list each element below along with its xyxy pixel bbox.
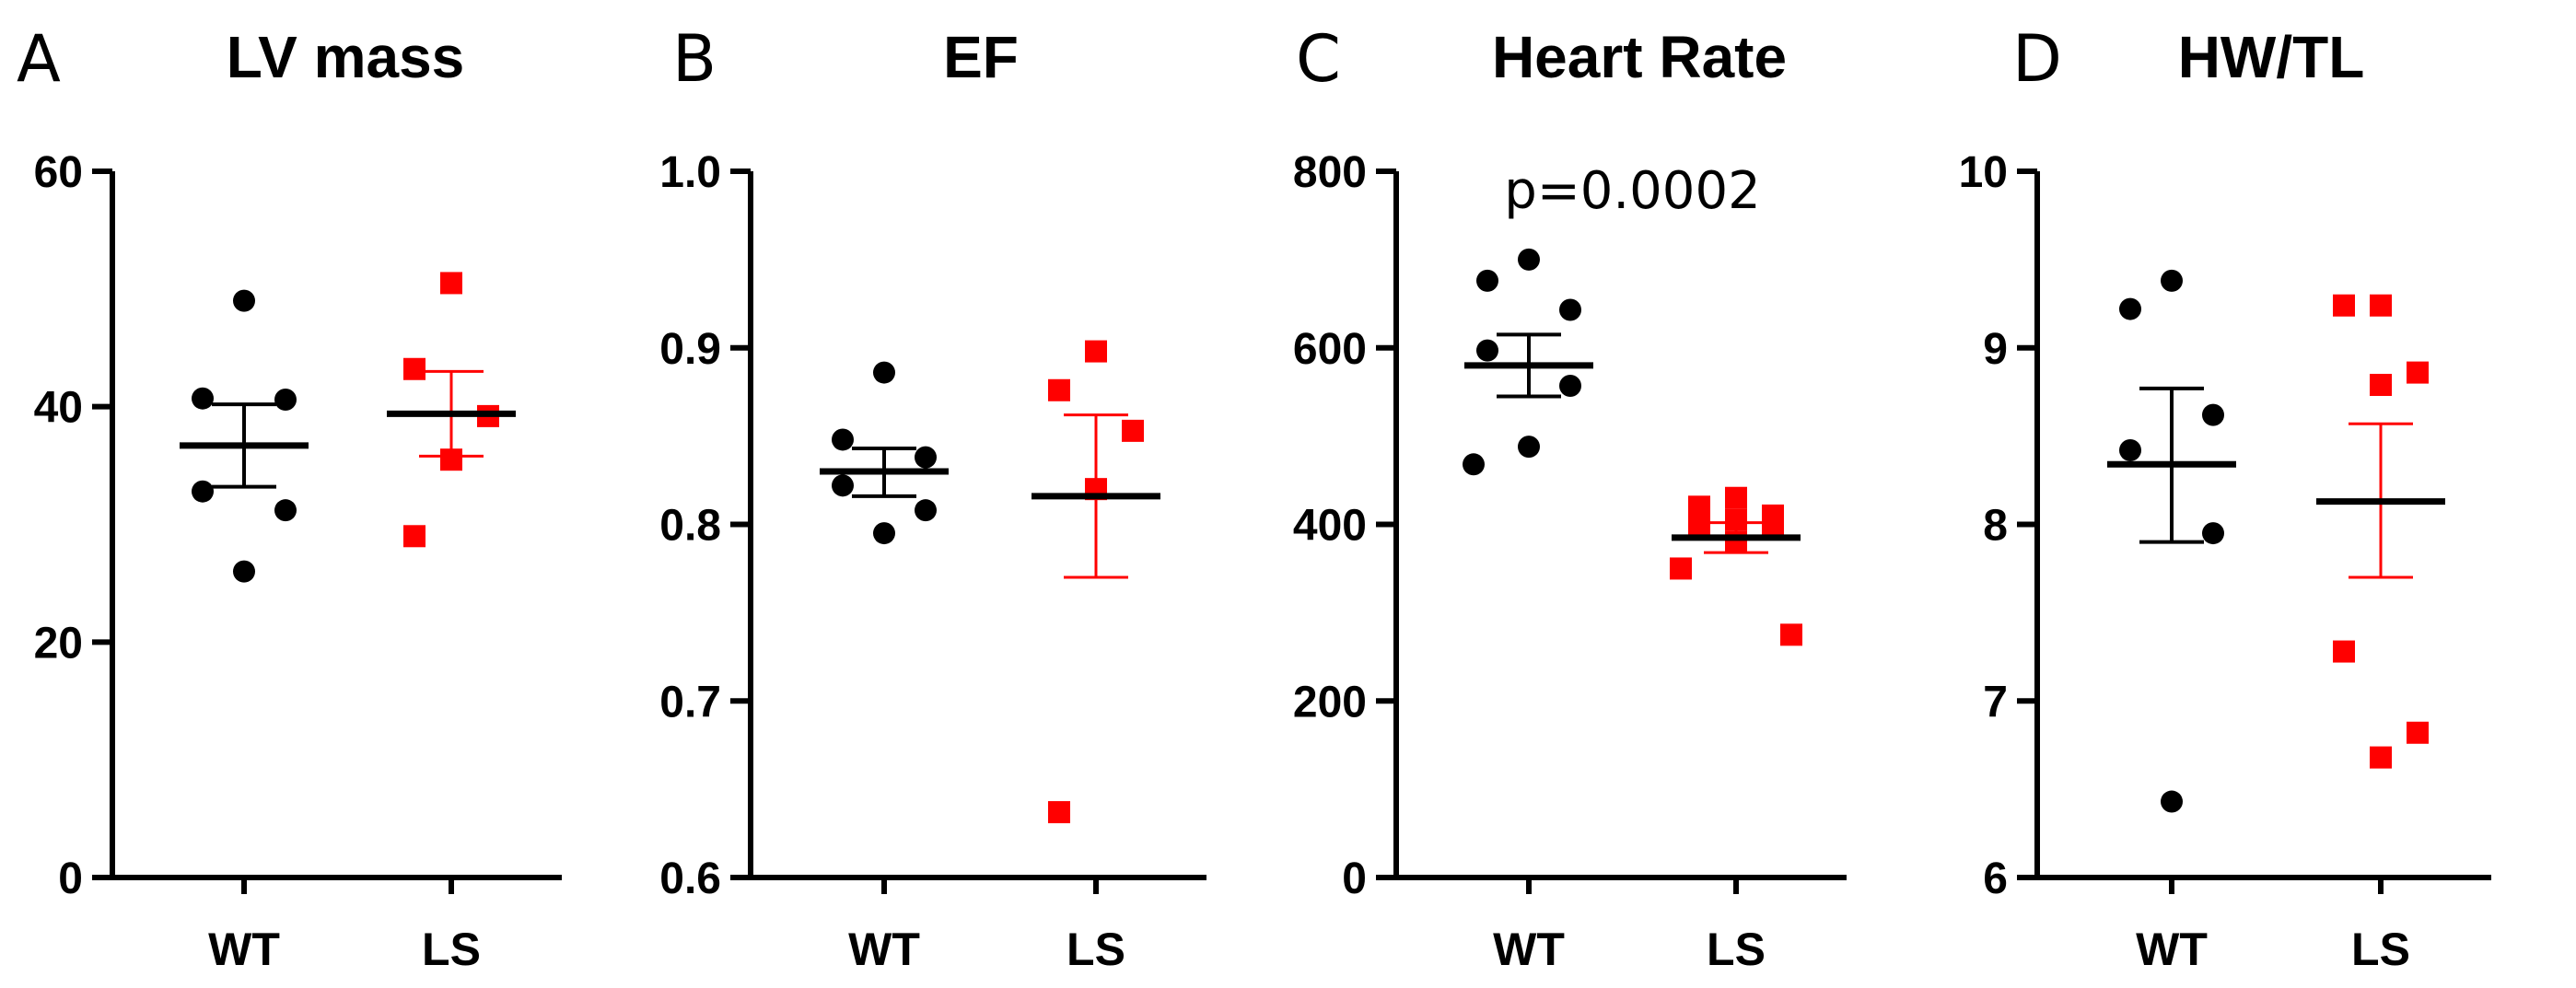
data-point-wt: [2202, 522, 2224, 545]
data-point-wt: [873, 522, 895, 545]
data-point-ls: [2333, 294, 2355, 317]
y-tick-label: 9: [1983, 325, 2008, 374]
y-tick-label: 0: [58, 854, 83, 903]
data-point-wt: [1476, 339, 1498, 362]
data-point-wt: [1559, 374, 1581, 397]
y-tick-label: 6: [1983, 854, 2008, 903]
data-point-wt: [2161, 790, 2183, 813]
y-tick-label: 7: [1983, 678, 2008, 726]
data-point-ls: [1688, 513, 1710, 536]
data-point-ls: [2370, 746, 2392, 769]
data-point-ls: [2370, 374, 2392, 397]
y-tick-label: 0.9: [659, 325, 721, 374]
y-tick-label: 800: [1293, 148, 1367, 197]
y-tick-label: 0: [1342, 854, 1367, 903]
panel-title: LV mass: [227, 24, 465, 90]
panel-b: B EF 0.6 0.7 0.8 0.9 1.0 WT LS: [659, 21, 1206, 975]
data-point-wt: [915, 499, 937, 522]
data-point-ls: [2407, 721, 2429, 744]
y-tick-label: 60: [34, 148, 83, 197]
data-point-ls: [1122, 419, 1144, 442]
y-tick-label: 0.7: [659, 678, 721, 726]
panel-a: A LV mass 0 20 40 60 WT LS: [17, 21, 562, 975]
y-tick-label: 10: [1959, 148, 2008, 197]
data-point-ls: [440, 272, 462, 295]
data-point-ls: [1725, 486, 1747, 509]
panel-title: Heart Rate: [1492, 24, 1787, 90]
x-tick-label: WT: [2136, 924, 2208, 975]
data-point-wt: [2202, 403, 2224, 426]
x-tick-label: WT: [1493, 924, 1565, 975]
data-point-ls: [403, 525, 425, 548]
data-point-wt: [2161, 269, 2183, 292]
panel-letter: D: [2012, 21, 2062, 97]
data-point-wt: [1518, 436, 1540, 459]
panel-title: HW/TL: [2178, 24, 2365, 90]
data-point-wt: [1559, 298, 1581, 321]
data-point-wt: [192, 387, 214, 410]
data-point-ls: [1085, 340, 1107, 363]
y-tick-label: 0.6: [659, 854, 721, 903]
data-point-ls: [2407, 361, 2429, 384]
data-point-ls: [403, 357, 425, 380]
data-point-wt: [274, 388, 297, 411]
data-point-wt: [1476, 269, 1498, 292]
data-point-wt: [2119, 438, 2141, 461]
data-point-wt: [832, 474, 854, 497]
data-point-wt: [1518, 248, 1540, 271]
data-point-wt: [873, 361, 895, 384]
y-tick-label: 40: [34, 384, 83, 433]
data-point-wt: [915, 446, 937, 469]
data-point-ls: [1048, 378, 1070, 401]
x-tick-label: LS: [1707, 924, 1766, 975]
y-tick-label: 200: [1293, 678, 1367, 726]
data-point-wt: [233, 560, 255, 583]
data-point-ls: [2370, 294, 2392, 317]
data-point-wt: [832, 428, 854, 451]
data-point-wt: [1463, 453, 1485, 476]
data-point-wt: [233, 289, 255, 312]
panel-letter: A: [17, 21, 61, 97]
y-tick-label: 1.0: [659, 148, 721, 197]
x-tick-label: LS: [2351, 924, 2410, 975]
panel-d: D HW/TL 6 7 8 9 10 WT LS: [1959, 21, 2491, 975]
data-point-wt: [2119, 297, 2141, 320]
data-point-wt: [192, 480, 214, 503]
x-tick-label: LS: [422, 924, 481, 975]
y-tick-label: 400: [1293, 502, 1367, 551]
y-tick-label: 8: [1983, 502, 2008, 551]
x-tick-label: WT: [208, 924, 280, 975]
panel-letter: B: [672, 21, 717, 97]
panel-title: EF: [943, 24, 1019, 90]
x-tick-label: WT: [848, 924, 920, 975]
data-point-ls: [1048, 801, 1070, 824]
y-tick-label: 0.8: [659, 502, 721, 551]
y-tick-label: 600: [1293, 325, 1367, 374]
data-point-ls: [1670, 557, 1692, 580]
data-point-wt: [274, 499, 297, 522]
panel-letter: C: [1296, 21, 1341, 97]
data-point-ls: [2333, 640, 2355, 663]
data-point-ls: [1780, 623, 1802, 646]
y-tick-label: 20: [34, 619, 83, 668]
x-tick-label: LS: [1067, 924, 1125, 975]
panel-c: C Heart Rate 0 200 400 600 800 WT LS p=0.0002: [1293, 21, 1847, 975]
p-value-annotation: p=0.0002: [1504, 161, 1760, 221]
